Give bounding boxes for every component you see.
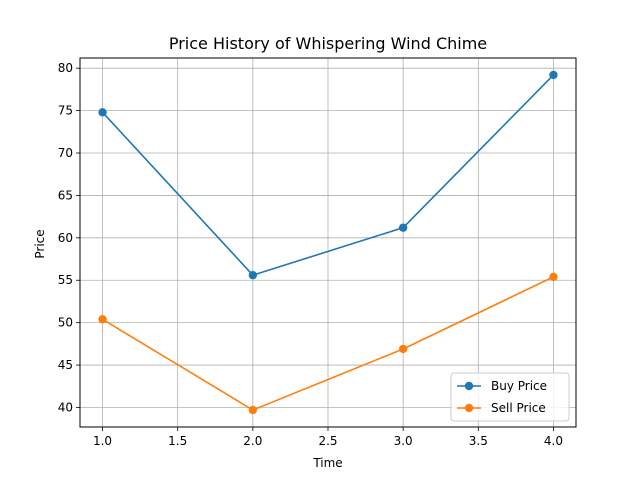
- legend-marker-sell-price: [464, 403, 474, 413]
- x-tick-label: 2.0: [243, 434, 262, 448]
- y-tick-label: 60: [58, 231, 73, 245]
- x-tick-label: 3.0: [394, 434, 413, 448]
- legend-marker-buy-price: [464, 381, 474, 391]
- y-tick-label: 50: [58, 316, 73, 330]
- y-tick-label: 80: [58, 61, 73, 75]
- legend-label-buy-price: Buy Price: [491, 379, 547, 393]
- data-point-sell-price: [549, 272, 558, 282]
- y-tick-label: 45: [58, 358, 73, 372]
- series-group: [98, 70, 558, 415]
- x-axis-label: Time: [312, 456, 342, 470]
- axis-ticks: 1.0 1.5 2.0 2.5 3.0 3.5 4.0 40 45 50 55 60 65 70 75 80: [58, 61, 563, 448]
- y-tick-label: 40: [58, 400, 73, 414]
- y-tick-label: 55: [58, 273, 73, 287]
- x-tick-label: 4.0: [544, 434, 563, 448]
- legend: Buy Price Sell Price: [450, 372, 570, 422]
- x-tick-label: 3.5: [469, 434, 488, 448]
- data-point-sell-price: [98, 315, 107, 324]
- grid-lines: [80, 58, 576, 427]
- series-line-sell-price: [102, 276, 554, 411]
- data-point-sell-price: [248, 405, 258, 415]
- data-point-buy-price: [398, 223, 408, 232]
- legend-label-sell-price: Sell Price: [491, 401, 546, 415]
- chart-title: Price History of Whispering Wind Chime: [169, 34, 487, 53]
- y-tick-label: 65: [58, 188, 73, 202]
- y-tick-label: 70: [58, 146, 73, 160]
- y-axis-label: Price: [33, 229, 47, 258]
- series-line-buy-price: [101, 74, 555, 277]
- x-tick-label: 1.5: [168, 434, 187, 448]
- x-tick-label: 2.5: [318, 434, 337, 448]
- legend-box: [450, 372, 570, 422]
- data-point-sell-price: [398, 344, 408, 354]
- x-tick-label: 1.0: [93, 434, 112, 448]
- y-tick-label: 75: [58, 104, 73, 118]
- data-point-buy-price: [248, 270, 258, 280]
- data-point-buy-price: [549, 70, 558, 80]
- data-point-buy-price: [98, 108, 107, 117]
- plot-frame: [79, 57, 577, 428]
